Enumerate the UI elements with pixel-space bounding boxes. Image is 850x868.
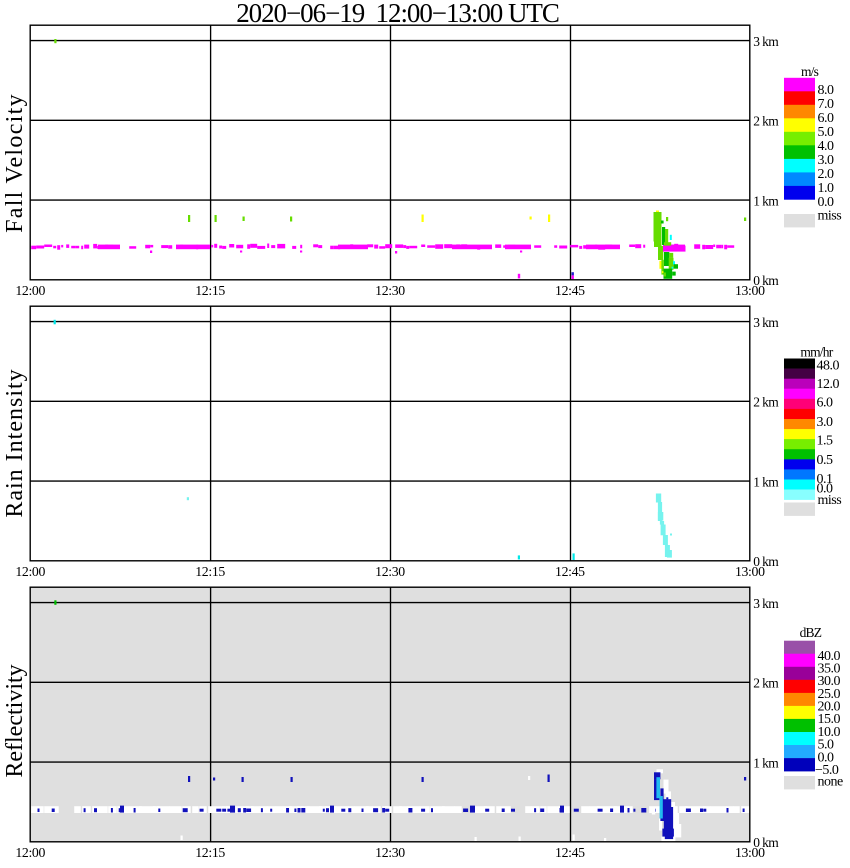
svg-text:1 km: 1 km [753,194,779,209]
svg-text:25.0: 25.0 [818,687,841,702]
svg-text:40.0: 40.0 [818,649,841,664]
svg-text:12:15: 12:15 [195,564,225,579]
svg-text:12:00: 12:00 [15,564,45,579]
svg-text:0.0: 0.0 [818,195,835,210]
svg-text:miss: miss [818,209,842,224]
svg-text:2 km: 2 km [753,114,779,129]
svg-text:12.0: 12.0 [817,377,840,392]
svg-text:3 km: 3 km [753,34,779,49]
svg-text:1 km: 1 km [753,475,779,490]
svg-text:12:00: 12:00 [15,283,45,298]
svg-text:Rain Intensity: Rain Intensity [2,368,28,517]
svg-text:13:00: 13:00 [735,845,765,860]
svg-text:10.0: 10.0 [818,725,841,740]
svg-text:12:30: 12:30 [375,283,405,298]
svg-text:12:15: 12:15 [195,283,225,298]
svg-text:0.0: 0.0 [817,481,834,496]
svg-text:13:00: 13:00 [735,283,765,298]
svg-text:12:45: 12:45 [555,283,585,298]
svg-text:0.0: 0.0 [818,750,835,765]
svg-text:0.1: 0.1 [817,472,834,487]
svg-text:0 km: 0 km [753,273,779,288]
svg-text:5.0: 5.0 [818,738,835,753]
svg-text:mm/hr: mm/hr [800,345,833,360]
svg-text:Fall Velocity: Fall Velocity [2,93,28,233]
svg-text:1.0: 1.0 [818,181,835,196]
svg-text:3.0: 3.0 [818,153,835,168]
svg-text:12:30: 12:30 [375,845,405,860]
svg-text:dBZ: dBZ [800,625,822,640]
svg-text:3 km: 3 km [753,315,779,330]
svg-text:3.0: 3.0 [817,415,834,430]
svg-text:1.5: 1.5 [817,433,834,448]
svg-text:none: none [818,774,844,789]
svg-text:30.0: 30.0 [818,674,841,689]
svg-text:8.0: 8.0 [818,83,835,98]
svg-text:miss: miss [818,493,842,508]
svg-text:12:45: 12:45 [555,845,585,860]
svg-text:12:00: 12:00 [15,845,45,860]
svg-text:20.0: 20.0 [818,700,841,715]
svg-text:0 km: 0 km [753,554,779,569]
svg-text:7.0: 7.0 [818,97,835,112]
svg-text:1 km: 1 km [753,756,779,771]
svg-text:0.5: 0.5 [817,453,834,468]
svg-text:2.0: 2.0 [818,167,835,182]
svg-text:13:00: 13:00 [735,564,765,579]
svg-text:12:15: 12:15 [195,845,225,860]
svg-text:4.0: 4.0 [818,139,835,154]
svg-text:m/s: m/s [801,64,819,79]
svg-text:2 km: 2 km [753,395,779,410]
svg-text:2020−06−19 12:00−13:00 UTC: 2020−06−19 12:00−13:00 UTC [236,0,559,28]
svg-text:3 km: 3 km [753,596,779,611]
svg-text:35.0: 35.0 [818,662,841,677]
svg-text:6.0: 6.0 [817,396,834,411]
svg-text:48.0: 48.0 [817,359,840,374]
svg-text:12:45: 12:45 [555,564,585,579]
svg-text:6.0: 6.0 [818,111,835,126]
svg-text:15.0: 15.0 [818,712,841,727]
svg-text:2 km: 2 km [753,676,779,691]
svg-text:−5.0: −5.0 [815,763,839,778]
svg-text:0 km: 0 km [753,835,779,850]
svg-text:5.0: 5.0 [818,125,835,140]
svg-text:12:30: 12:30 [375,564,405,579]
svg-text:Reflectivity: Reflectivity [2,664,28,777]
